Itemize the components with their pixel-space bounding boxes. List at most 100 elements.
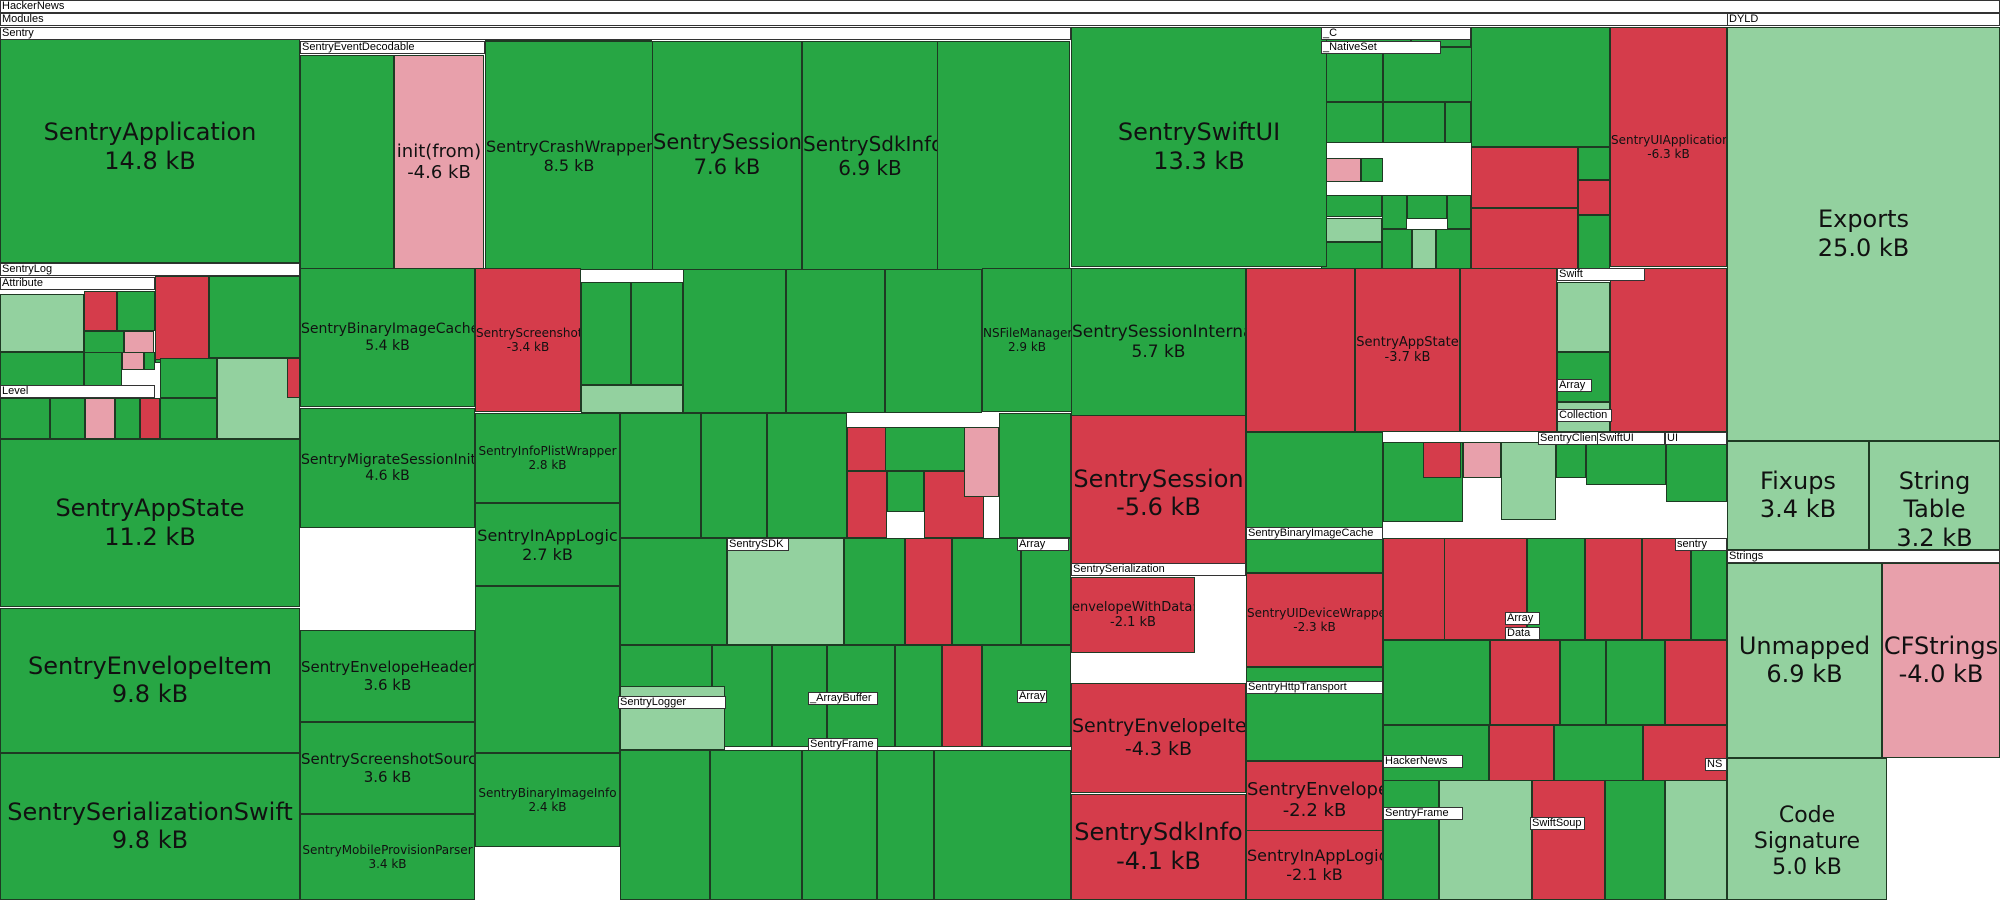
treemap-cell[interactable] bbox=[1463, 442, 1501, 478]
treemap-cell[interactable] bbox=[885, 269, 982, 413]
section-header[interactable]: SentryFrame bbox=[1383, 807, 1463, 820]
treemap-tile[interactable]: SentryAppState 11.2 kB bbox=[0, 439, 300, 607]
treemap-tile[interactable]: SentrySwiftUI 13.3 kB bbox=[1071, 27, 1327, 267]
treemap-cell[interactable] bbox=[0, 294, 84, 352]
section-header[interactable]: NS bbox=[1705, 758, 1727, 771]
treemap-cell[interactable] bbox=[937, 41, 1070, 270]
treemap-tile[interactable]: init(from) -4.6 kB bbox=[394, 55, 484, 269]
section-header[interactable]: Collection bbox=[1557, 409, 1612, 422]
treemap-cell[interactable] bbox=[1665, 640, 1727, 725]
section-header[interactable]: Strings bbox=[1727, 550, 2000, 563]
treemap-cell[interactable] bbox=[1439, 780, 1532, 900]
treemap-cell[interactable] bbox=[287, 358, 300, 398]
treemap-cell[interactable] bbox=[1423, 442, 1461, 478]
section-header[interactable]: Data bbox=[1505, 627, 1540, 640]
treemap-cell[interactable] bbox=[1471, 27, 1610, 147]
treemap-tile[interactable]: SentrySession 7.6 kB bbox=[652, 41, 802, 270]
treemap-cell[interactable] bbox=[581, 282, 631, 385]
treemap-cell[interactable] bbox=[140, 398, 160, 439]
treemap-cell[interactable] bbox=[620, 413, 701, 538]
treemap-cell[interactable] bbox=[1407, 195, 1447, 219]
treemap-cell[interactable] bbox=[1471, 147, 1578, 208]
treemap-cell[interactable] bbox=[1490, 640, 1560, 725]
treemap-tile[interactable]: SentryInAppLogic -2.1 kB bbox=[1246, 830, 1383, 900]
treemap-cell[interactable] bbox=[1556, 442, 1586, 478]
treemap-cell[interactable] bbox=[905, 538, 952, 645]
section-header[interactable]: Array bbox=[1017, 690, 1047, 703]
treemap-cell[interactable] bbox=[620, 538, 727, 645]
section-header[interactable]: SentryEventDecodable bbox=[300, 41, 485, 54]
section-header[interactable]: _C bbox=[1321, 27, 1471, 40]
treemap-cell[interactable] bbox=[1361, 158, 1383, 182]
treemap-cell[interactable] bbox=[1578, 147, 1610, 180]
treemap-cell[interactable] bbox=[122, 352, 144, 370]
treemap-cell[interactable] bbox=[1471, 208, 1578, 269]
section-header[interactable]: HackerNews bbox=[1383, 755, 1463, 768]
treemap-cell[interactable] bbox=[1532, 780, 1605, 900]
treemap-cell[interactable] bbox=[1501, 442, 1556, 520]
treemap-tile[interactable]: SentryCrashWrapper 8.5 kB bbox=[485, 41, 653, 270]
treemap-tile[interactable]: SentryBinaryImageCache 5.4 kB bbox=[300, 268, 475, 407]
section-header[interactable]: Array bbox=[1017, 538, 1069, 551]
treemap-cell[interactable] bbox=[1447, 195, 1471, 229]
treemap-tile[interactable]: SentryUIApplication -6.3 kB bbox=[1610, 27, 1727, 267]
treemap-cell[interactable] bbox=[982, 645, 1071, 747]
treemap-cell[interactable] bbox=[144, 352, 155, 370]
treemap-cell[interactable] bbox=[1585, 538, 1642, 640]
section-header[interactable]: Sentry bbox=[0, 27, 1071, 40]
treemap-cell[interactable] bbox=[217, 358, 300, 439]
treemap-tile[interactable]: SentrySdkInfo -4.1 kB bbox=[1071, 794, 1246, 900]
treemap-cell[interactable] bbox=[1445, 102, 1471, 143]
treemap-tile[interactable]: SentryAppState -3.7 kB bbox=[1355, 268, 1460, 432]
treemap-cell[interactable] bbox=[1246, 432, 1383, 573]
treemap-cell[interactable] bbox=[847, 471, 887, 538]
treemap-cell[interactable] bbox=[84, 291, 117, 331]
treemap-cell[interactable] bbox=[1606, 640, 1665, 725]
treemap-cell[interactable] bbox=[1586, 442, 1666, 485]
treemap-cell[interactable] bbox=[160, 358, 217, 398]
treemap-cell[interactable] bbox=[124, 331, 154, 353]
treemap-tile[interactable]: SentryInAppLogic 2.7 kB bbox=[475, 503, 620, 586]
treemap-cell[interactable] bbox=[1412, 229, 1436, 269]
treemap-cell[interactable] bbox=[1557, 352, 1610, 402]
treemap-cell[interactable] bbox=[1383, 47, 1473, 102]
section-header[interactable]: SentrySerialization bbox=[1071, 563, 1246, 576]
treemap-cell[interactable] bbox=[727, 538, 844, 645]
section-header[interactable]: Swift bbox=[1557, 268, 1645, 281]
treemap-cell[interactable] bbox=[1578, 215, 1610, 269]
treemap-cell[interactable] bbox=[1382, 195, 1407, 229]
treemap-cell[interactable] bbox=[1246, 268, 1355, 432]
treemap-cell[interactable] bbox=[1560, 640, 1606, 725]
treemap-tile[interactable]: NSFileManager 2.9 kB bbox=[982, 268, 1072, 412]
treemap-cell[interactable] bbox=[1321, 47, 1383, 102]
treemap-cell[interactable] bbox=[631, 282, 683, 385]
treemap-tile[interactable]: Exports 25.0 kB bbox=[1727, 27, 2000, 441]
treemap-tile[interactable]: SentryEnvelopeHeader 3.6 kB bbox=[300, 630, 475, 722]
treemap-cell[interactable] bbox=[1460, 268, 1557, 432]
treemap-cell[interactable] bbox=[1436, 229, 1471, 269]
treemap-cell[interactable] bbox=[1382, 229, 1412, 269]
treemap-cell[interactable] bbox=[1605, 780, 1665, 900]
treemap-cell[interactable] bbox=[115, 398, 140, 439]
treemap-tile[interactable]: SentrySerializationSwift 9.8 kB bbox=[0, 753, 300, 900]
section-header[interactable]: Array bbox=[1557, 379, 1592, 392]
treemap-cell[interactable] bbox=[701, 413, 767, 538]
treemap-cell[interactable] bbox=[50, 398, 85, 439]
section-header[interactable]: SentryLogger bbox=[618, 696, 726, 709]
section-header[interactable]: SentrySDK bbox=[727, 538, 789, 551]
treemap-cell[interactable] bbox=[1321, 242, 1382, 269]
treemap-cell[interactable] bbox=[620, 750, 710, 900]
treemap-tile[interactable]: SentrySession -5.6 kB bbox=[1071, 415, 1246, 572]
treemap-cell[interactable] bbox=[1383, 102, 1445, 143]
treemap-cell[interactable] bbox=[683, 269, 786, 413]
treemap-cell[interactable] bbox=[942, 645, 982, 747]
section-header[interactable]: _NativeSet bbox=[1321, 41, 1441, 54]
section-header[interactable]: SentryHttpTransport bbox=[1246, 681, 1383, 694]
treemap-tile[interactable]: Unmapped 6.9 kB bbox=[1727, 563, 1882, 758]
treemap-cell[interactable] bbox=[0, 398, 50, 439]
treemap-tile[interactable]: SentrySessionInternal 5.7 kB bbox=[1071, 268, 1246, 416]
treemap-cell[interactable] bbox=[300, 55, 394, 269]
treemap-cell[interactable] bbox=[1578, 180, 1610, 215]
treemap-cell[interactable] bbox=[581, 385, 683, 413]
section-header[interactable]: HackerNews bbox=[0, 0, 2000, 13]
